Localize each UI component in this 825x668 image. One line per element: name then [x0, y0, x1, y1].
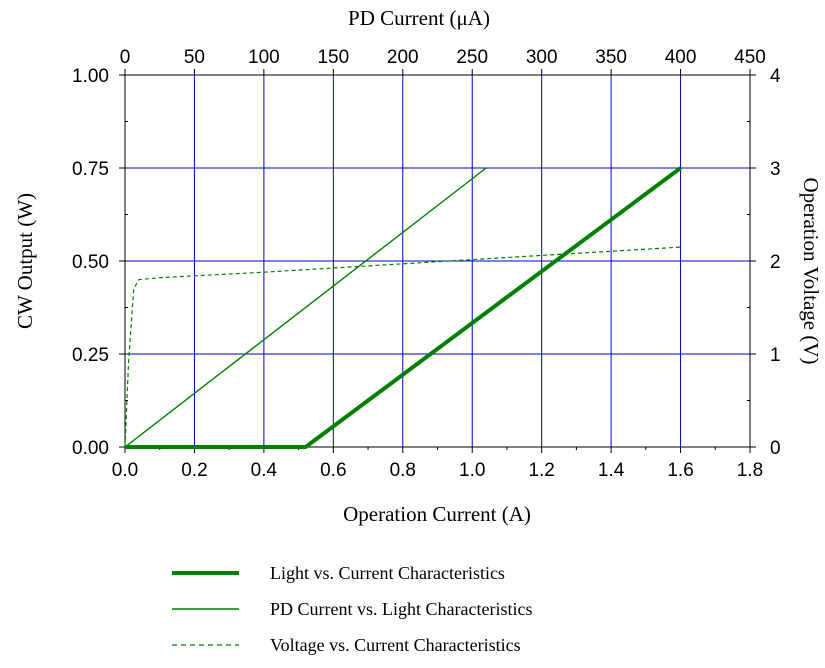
grid: [125, 75, 750, 447]
series-lines: [124, 166, 682, 449]
x-top-tick-label: 0: [120, 47, 131, 68]
x-bottom-tick-label: 1.8: [737, 460, 763, 481]
x-bottom-tick-label: 0.6: [320, 460, 346, 481]
x-bottom-tick-label: 0.4: [251, 460, 278, 481]
y-right-tick-label: 1: [770, 345, 781, 366]
series-line-3: [124, 246, 681, 448]
x-bottom-tick-label: 1.2: [528, 460, 554, 481]
x-top-tick-label: 100: [248, 47, 280, 68]
y-right-tick-label: 0: [770, 438, 781, 459]
y-axis-right-label: Operation Voltage (V): [799, 177, 823, 364]
x-top-tick-label: 350: [595, 47, 627, 68]
y-left-tick-label: 0.75: [72, 159, 109, 180]
x-top-tick-label: 150: [317, 47, 349, 68]
x-bottom-tick-label: 0.0: [112, 460, 138, 481]
x-bottom-tick-label: 1.6: [667, 460, 693, 481]
y-left-tick-label: 0.25: [72, 345, 109, 366]
legend: Light vs. Current Characteristics PD Curr…: [172, 563, 532, 655]
x-top-tick-label: 200: [387, 47, 419, 68]
y-left-tick-label: 0.00: [72, 438, 109, 459]
x-bottom-tick-label: 1.0: [459, 460, 485, 481]
x-bottom-tick-label: 0.8: [390, 460, 416, 481]
y-right-tick-label: 2: [770, 252, 781, 273]
series-line-1: [125, 166, 682, 449]
x-top-tick-label: 400: [665, 47, 697, 68]
x-bottom-tick-label: 1.4: [598, 460, 625, 481]
x-top-tick-label: 300: [526, 47, 558, 68]
y-left-tick-label: 0.50: [72, 252, 109, 273]
tick-labels: 0.0 0.2 0.4 0.6 0.8 1.0 1.2 1.4 1.6 1.8 0 50 100 150 2…: [72, 47, 781, 481]
x-top-tick-label: 250: [456, 47, 488, 68]
x-top-tick-label: 50: [184, 47, 205, 68]
y-left-tick-label: 1.00: [72, 66, 109, 87]
legend-label-3: Voltage vs. Current Characteristics: [270, 635, 521, 655]
legend-label-1: Light vs. Current Characteristics: [270, 563, 505, 583]
series-line-2: [124, 167, 487, 448]
y-right-tick-label: 4: [770, 66, 781, 87]
x-top-tick-label: 450: [734, 47, 766, 68]
y-axis-left-label: CW Output (W): [13, 193, 37, 329]
x-axis-top-label: PD Current (μA): [348, 6, 490, 30]
x-axis-bottom-label: Operation Current (A): [343, 502, 531, 526]
x-bottom-tick-label: 0.2: [181, 460, 207, 481]
y-right-tick-label: 3: [770, 159, 781, 180]
legend-label-2: PD Current vs. Light Characteristics: [270, 599, 532, 619]
